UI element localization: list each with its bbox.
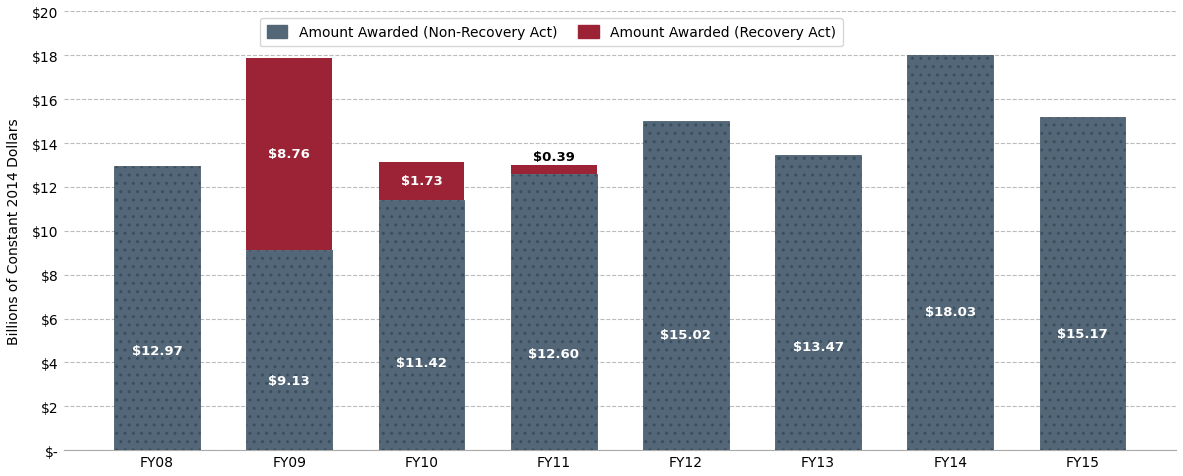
- Text: $8.76: $8.76: [269, 148, 310, 161]
- Text: $9.13: $9.13: [269, 374, 310, 387]
- Bar: [114, 166, 200, 450]
- Bar: [246, 59, 332, 250]
- Text: $12.60: $12.60: [528, 347, 580, 360]
- Bar: [511, 174, 596, 450]
- Bar: [379, 200, 465, 450]
- Bar: [1040, 118, 1125, 450]
- Bar: [907, 56, 994, 450]
- Text: $15.02: $15.02: [660, 329, 711, 342]
- Text: $1.73: $1.73: [401, 175, 442, 188]
- Bar: [246, 250, 332, 450]
- Text: $12.97: $12.97: [131, 344, 182, 357]
- Bar: [775, 155, 861, 450]
- Bar: [642, 121, 729, 450]
- Text: $11.42: $11.42: [396, 356, 447, 369]
- Y-axis label: Billions of Constant 2014 Dollars: Billions of Constant 2014 Dollars: [7, 118, 21, 345]
- Text: $13.47: $13.47: [793, 340, 843, 354]
- Text: $18.03: $18.03: [925, 306, 976, 318]
- Text: $0.39: $0.39: [532, 150, 575, 163]
- Bar: [511, 166, 596, 174]
- Text: $15.17: $15.17: [1058, 327, 1108, 340]
- Legend: Amount Awarded (Non-Recovery Act), Amount Awarded (Recovery Act): Amount Awarded (Non-Recovery Act), Amoun…: [259, 20, 842, 47]
- Bar: [379, 162, 465, 200]
